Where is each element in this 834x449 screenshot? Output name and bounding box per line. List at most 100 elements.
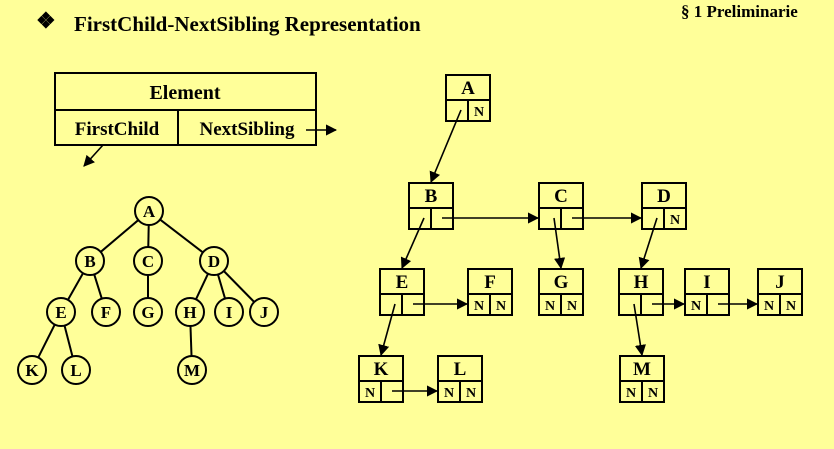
tree-edge-e-l [63,325,74,357]
linked-arrows [378,109,759,397]
tree-node-circle [249,297,279,327]
next-sibling-null-marker: N [466,386,476,401]
linked-node-c: C [538,182,584,230]
tree-node-label: H [183,303,196,322]
tree-node-j: J [249,297,279,327]
tree-node-label: D [208,252,220,271]
first-child-arrow-h-m [633,303,646,357]
linked-node-l: LN N [437,355,483,403]
tree-node-g: G [133,297,163,327]
linked-node-e: E [379,268,425,316]
tree-node-label: G [141,303,154,322]
first-child-arrow-c-g [553,217,566,270]
tree-node-d: D [199,246,229,276]
tree-node-b: B [75,246,105,276]
tree-edge-d-j [223,270,255,303]
next-sibling-null-marker: N [648,386,658,401]
first-child-null-marker: N [545,299,555,314]
linked-node-a: AN [445,74,491,122]
tree-node-label: E [55,303,66,322]
tree-edge-d-h [195,273,209,300]
linked-node-i: IN [684,268,730,316]
next-sibling-null-marker: N [567,299,577,314]
tree-node-circle [134,196,164,226]
tree-nodes: A B C D E F G H I J K L M [17,196,279,385]
tree-edge-a-d [159,218,204,254]
first-child-arrow-d-h [638,217,658,270]
next-sibling-null-marker: N [496,299,506,314]
linked-node-label: E [396,272,409,293]
section-label: § 1 Preliminarie [681,2,798,21]
tree-node-circle [175,297,205,327]
tree-node-a: A [134,196,164,226]
linked-node-label: D [657,186,671,207]
tree-node-circle [17,355,47,385]
tree-node-label: C [142,252,154,271]
tree-node-label: A [143,202,156,221]
linked-node-f: FN N [467,268,513,316]
tree-edge-e-k [37,324,56,358]
linked-node-g: GN N [538,268,584,316]
legend-first-child-label: FirstChild [75,119,160,140]
tree-node-h: H [175,297,205,327]
linked-node-label: B [425,186,438,207]
title-bullet-icon: ❖ [36,8,56,33]
tree-node-k: K [17,355,47,385]
legend-header: Element [149,82,220,104]
tree-node-label: F [101,303,111,322]
first-child-null-marker: N [474,299,484,314]
tree-node-circle [91,297,121,327]
linked-node-label: H [634,272,649,293]
linked-node-label: G [554,272,569,293]
tree-edge-b-e [67,272,84,301]
first-child-null-marker: N [365,386,375,401]
tree-node-label: L [70,361,81,380]
tree-edge-d-i [216,274,227,299]
tree-node-circle [61,355,91,385]
linked-node-m: MN N [619,355,665,403]
tree-node-label: M [184,361,200,380]
linked-node-label: K [374,359,389,380]
linked-node-label: F [484,272,496,293]
next-sibling-null-marker: N [670,213,680,228]
linked-node-b: B [408,182,454,230]
linked-node-d: DN [641,182,687,230]
linked-node-label: C [554,186,568,207]
legend-next-sibling-label: NextSibling [199,119,295,140]
linked-node-label: A [461,78,475,99]
tree-node-circle [133,246,163,276]
tree-node-f: F [91,297,121,327]
tree-node-label: B [84,252,95,271]
linked-node-label: L [454,359,467,380]
tree-edge-h-m [189,325,193,357]
tree-node-circle [75,246,105,276]
tree-node-m: M [177,355,207,385]
tree-node-i: I [214,297,244,327]
element-legend: Element FirstChild NextSibling [54,72,338,167]
linked-node-k: KN [358,355,404,403]
tree-node-circle [214,297,244,327]
tree-node-label: K [25,361,39,380]
tree-edge-b-f [93,274,103,299]
linked-node-label: M [633,359,651,380]
slide-title: FirstChild-NextSibling Representation [74,12,421,36]
next-sibling-null-marker: N [786,299,796,314]
first-child-arrow-b-e [400,217,425,270]
tree-node-circle [46,297,76,327]
tree-edge-a-b [100,219,139,253]
tree-node-label: I [226,303,233,322]
legend-first-child-arrow [83,144,104,167]
tree-node-c: C [133,246,163,276]
tree-node-circle [199,246,229,276]
linked-node-h: H [618,268,664,316]
tree-node-e: E [46,297,76,327]
linked-node-label: J [775,272,785,293]
linked-node-j: JN N [757,268,803,316]
linked-node-label: I [703,272,710,293]
tree-node-circle [133,297,163,327]
next-sibling-null-marker: N [474,105,484,120]
first-child-arrow-e-k [378,303,396,357]
first-child-null-marker: N [444,386,454,401]
